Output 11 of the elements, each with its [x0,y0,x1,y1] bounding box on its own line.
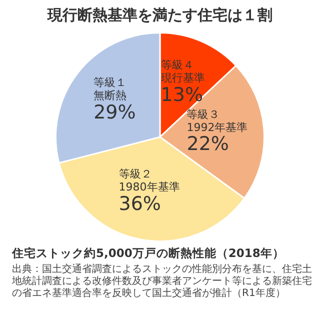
slice-label: 等級１無断熱 [94,76,127,102]
text: 住宅ストック約5,000万戸の断熱性能（2018年） [10,246,286,262]
data-label: 29% [94,101,136,124]
data-label: 36% [118,192,161,215]
data-label: 22% [186,132,229,155]
slice-label: 等級２1980年基準 [118,168,180,194]
source-note: 出典：国土交通省調査によるストックの性能別分布を基に、住宅土地統計調査による改修件数及び事業者アンケート等による新築住宅の省エネ基準適合率を反映して国土交通省が推計（R1年度） [11,262,313,300]
chart-title: 現行断熱基準を満たす住宅は１割 [46,5,274,26]
slice-label: 等級４現行基準 [160,58,205,85]
data-label: 13% [160,84,204,106]
slice-label: 等級３1992年基準 [186,108,248,134]
